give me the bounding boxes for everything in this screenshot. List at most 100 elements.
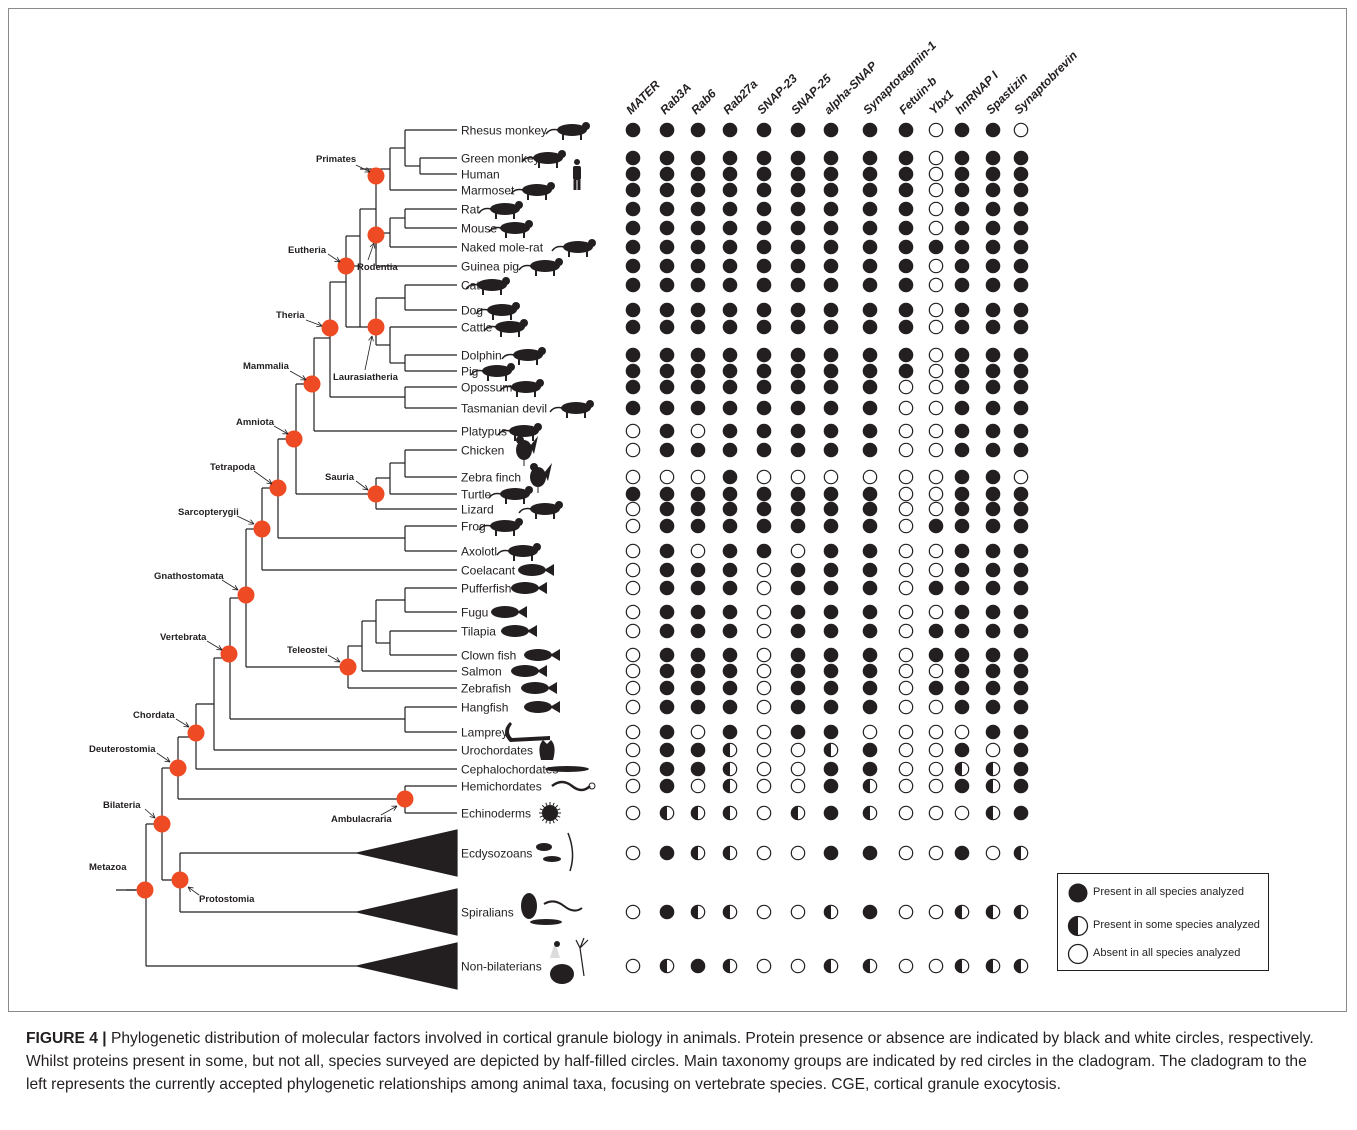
arrowhead-icon (149, 812, 156, 819)
taxon-label-coelacant: Coelacant (461, 564, 516, 578)
presence-cell (862, 742, 878, 758)
presence-cell (790, 604, 806, 620)
presence-cell (862, 201, 878, 217)
monkey-silhouette-icon (545, 122, 590, 140)
presence-cell (928, 680, 944, 696)
presence-cell (823, 501, 839, 517)
clade-pointer-arrow (253, 470, 273, 485)
presence-cell (954, 201, 970, 217)
presence-cell (823, 562, 839, 578)
presence-cell (690, 150, 706, 166)
presence-cell (756, 543, 772, 559)
presence-cell (823, 363, 839, 379)
presence-cell (659, 469, 675, 485)
presence-cell (928, 239, 944, 255)
clade-label-primates: Primates (316, 154, 356, 165)
collapsed-clade-triangle (356, 829, 458, 877)
presence-cell (862, 699, 878, 715)
presence-cell (690, 277, 706, 293)
lancelet-silhouette-icon (545, 766, 589, 772)
taxon-label-green-monkey: Green monkey (461, 152, 540, 166)
presence-cell (625, 845, 641, 861)
presence-cell (1013, 302, 1029, 318)
presence-cell (898, 258, 914, 274)
presence-cell (985, 604, 1001, 620)
presence-cell (659, 501, 675, 517)
clade-node-marker (220, 645, 238, 663)
presence-cell (790, 699, 806, 715)
presence-cell (928, 501, 944, 517)
presence-cell (756, 501, 772, 517)
clade-pointer-arrow (355, 480, 369, 491)
presence-cell (985, 761, 1001, 777)
presence-cell (898, 604, 914, 620)
mouse-silhouette-icon (488, 220, 533, 238)
zebrafish-silhouette-icon (521, 682, 557, 694)
presence-cell (756, 423, 772, 439)
presence-cell (659, 958, 675, 974)
presence-cell (625, 562, 641, 578)
presence-cell (722, 501, 738, 517)
presence-cell (690, 379, 706, 395)
legend-present-all: Present in all species analyzed (1093, 886, 1245, 898)
presence-cell (823, 518, 839, 534)
presence-cell (722, 663, 738, 679)
taxon-labels: Rhesus monkey Green monkey Human Marmoset Ra… (461, 124, 558, 974)
presence-cell (898, 347, 914, 363)
presence-cell (985, 663, 1001, 679)
presence-cell (722, 302, 738, 318)
presence-cell (823, 647, 839, 663)
presence-cell (690, 239, 706, 255)
presence-cell (659, 363, 675, 379)
presence-cell (862, 958, 878, 974)
presence-cell (985, 319, 1001, 335)
clade-label-deuterostomia: Deuterostomia (89, 744, 156, 755)
presence-cell (625, 518, 641, 534)
clade-node-marker (303, 375, 321, 393)
presence-cell (722, 761, 738, 777)
marmoset-silhouette-icon (510, 182, 555, 200)
presence-cell (659, 623, 675, 639)
salmon-silhouette-icon (511, 665, 547, 677)
presence-cell (722, 647, 738, 663)
presence-cell (823, 220, 839, 236)
presence-cell (690, 220, 706, 236)
presence-cell (756, 761, 772, 777)
presence-cell (790, 182, 806, 198)
presence-cell (985, 518, 1001, 534)
presence-cell (690, 663, 706, 679)
clade-pointer-arrow (305, 319, 323, 327)
presence-cell (1013, 623, 1029, 639)
presence-cell (625, 201, 641, 217)
presence-cell (823, 122, 839, 138)
presence-cell (625, 604, 641, 620)
presence-cell (862, 302, 878, 318)
presence-cell (722, 778, 738, 794)
presence-cell (659, 239, 675, 255)
presence-cell (756, 201, 772, 217)
presence-cell (1013, 518, 1029, 534)
protein-header-rab27a: Rab27a (720, 77, 760, 117)
presence-cell (823, 805, 839, 821)
presence-cell (790, 423, 806, 439)
cat-silhouette-icon (465, 277, 510, 295)
pig-silhouette-icon (470, 363, 515, 381)
presence-cell (1013, 724, 1029, 740)
presence-cell (722, 845, 738, 861)
presence-cell (928, 647, 944, 663)
presence-cell (928, 122, 944, 138)
presence-cell (928, 319, 944, 335)
presence-cell (898, 239, 914, 255)
platypus-silhouette-icon (497, 423, 542, 441)
presence-cell (625, 379, 641, 395)
clade-pointer-arrow (187, 886, 200, 896)
presence-cell (928, 958, 944, 974)
presence-cell (625, 699, 641, 715)
presence-cell (659, 663, 675, 679)
presence-cell (625, 805, 641, 821)
presence-cell (823, 182, 839, 198)
presence-cell (985, 778, 1001, 794)
presence-cell (625, 302, 641, 318)
presence-cell (790, 647, 806, 663)
